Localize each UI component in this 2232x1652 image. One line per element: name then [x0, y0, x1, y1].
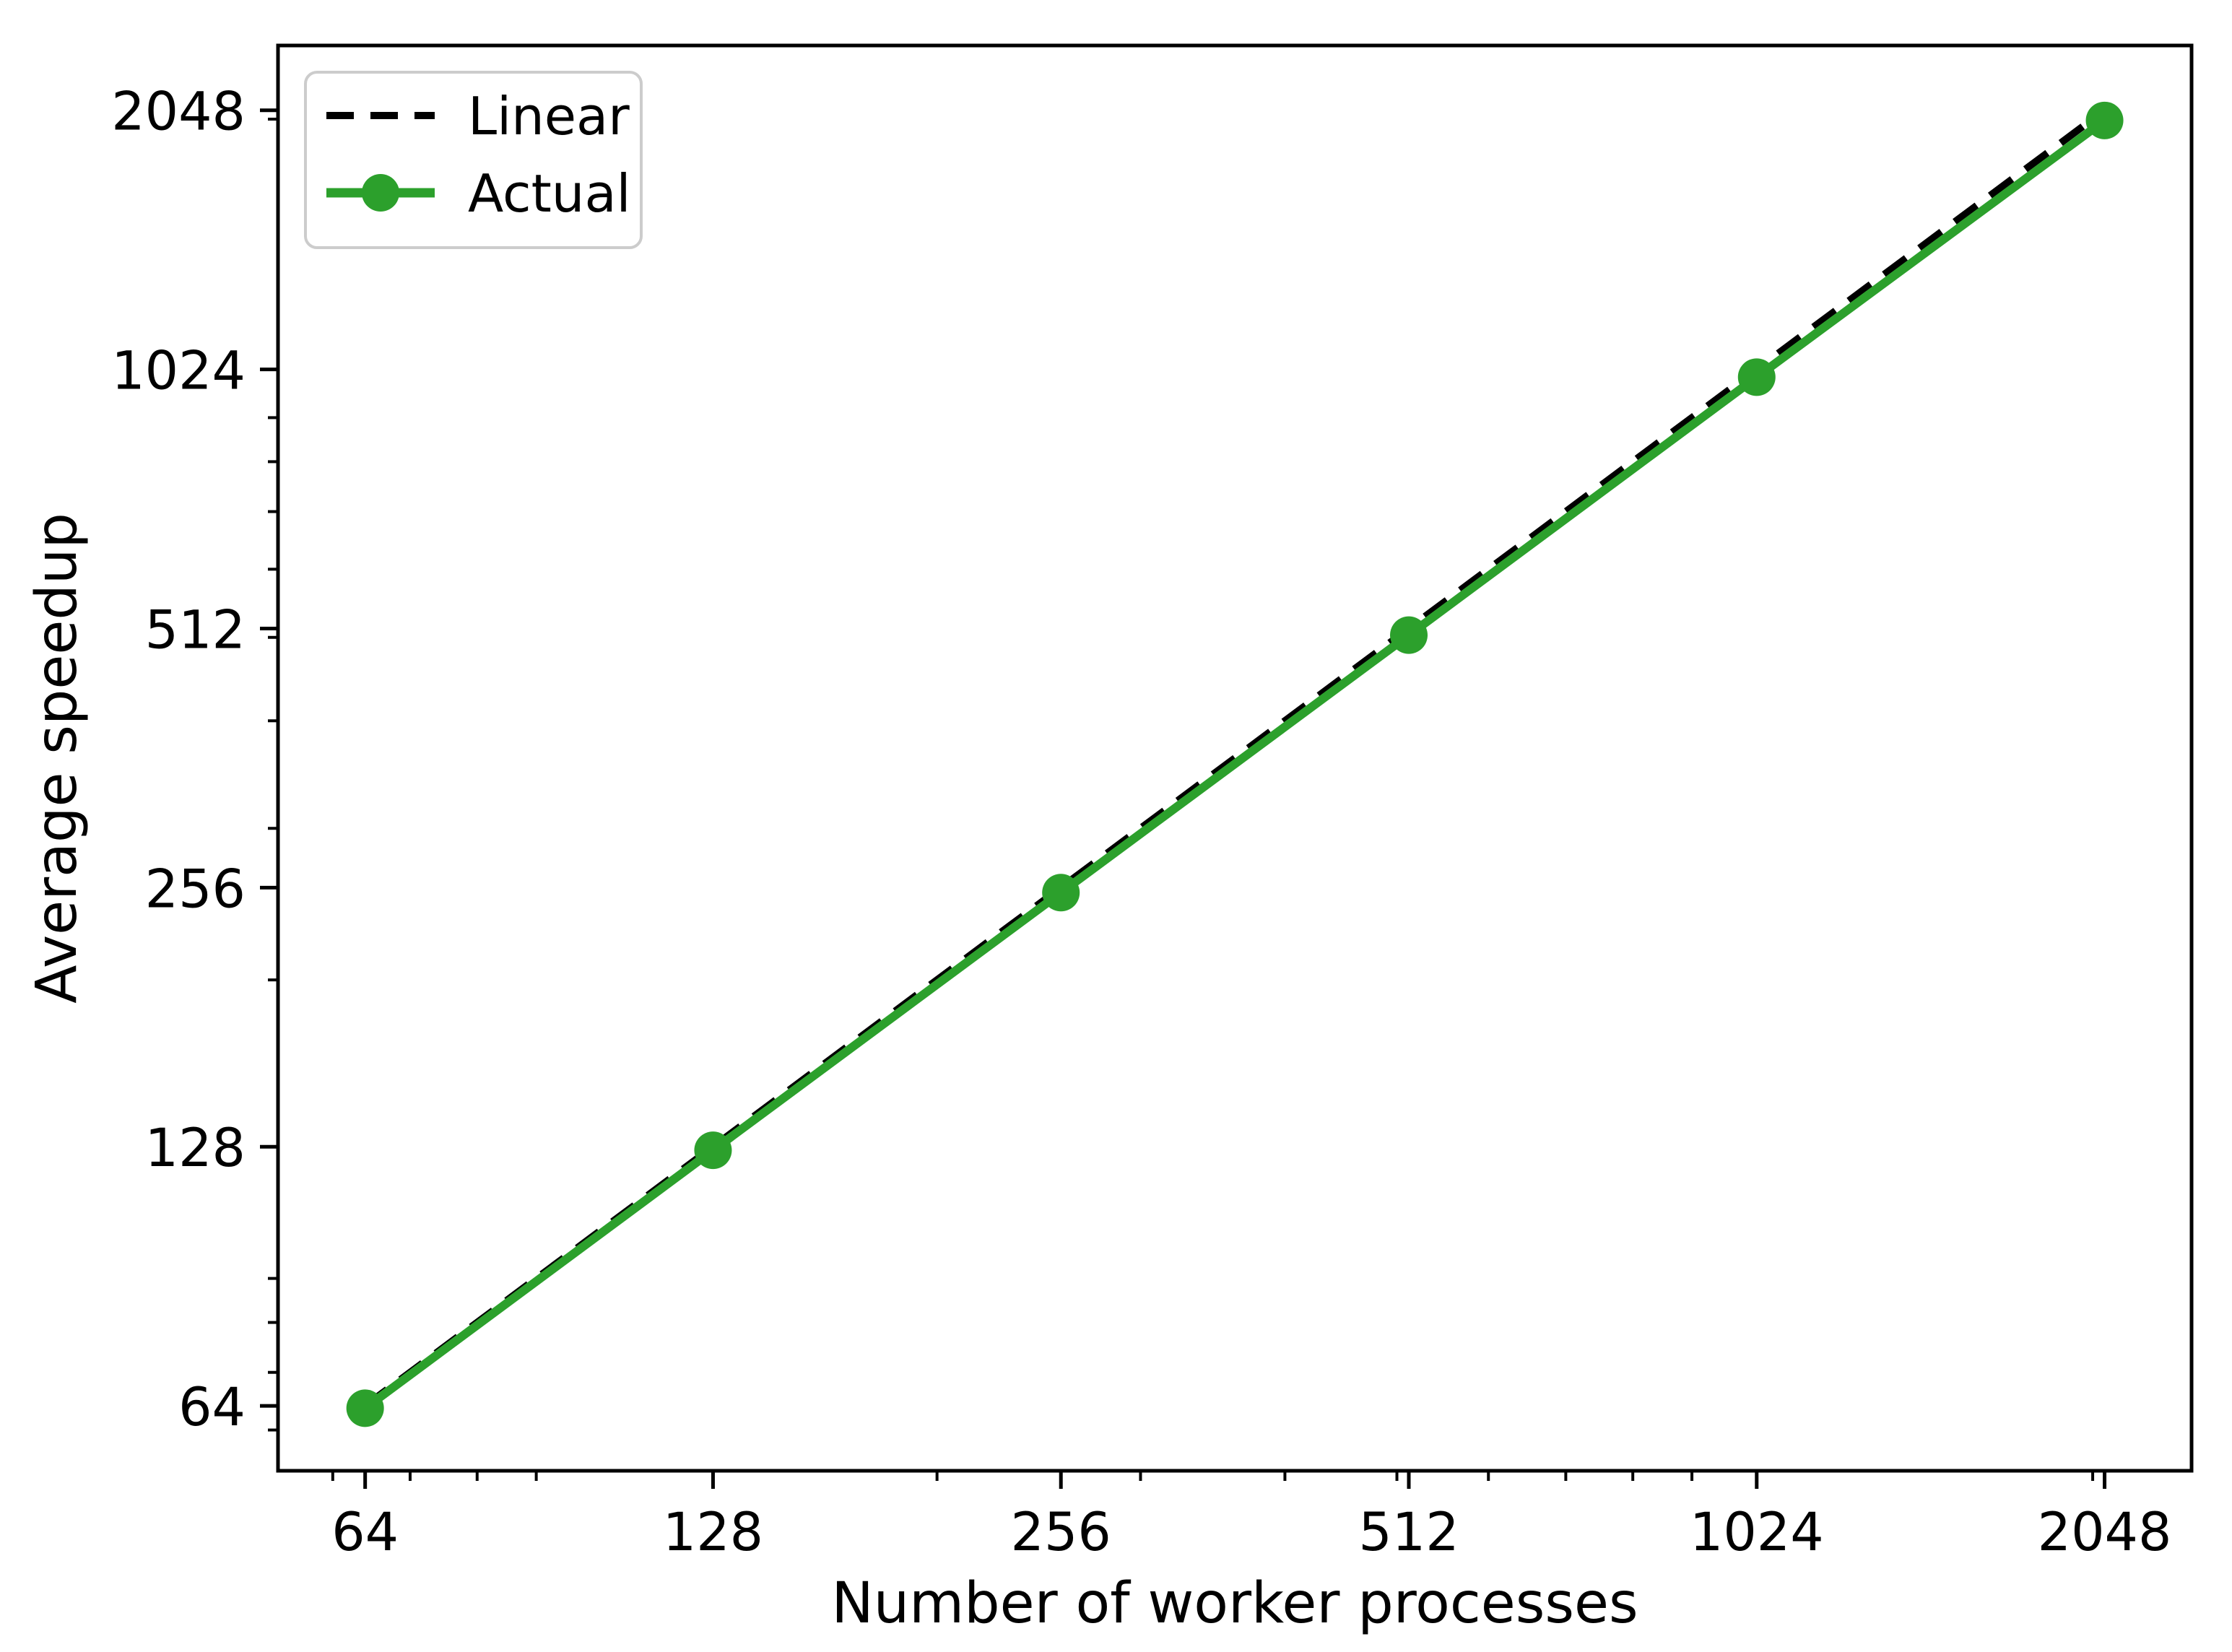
x-tick-label: 1024	[1690, 1502, 1824, 1563]
actual-data-point	[1042, 874, 1080, 912]
legend-item-actual: Actual	[326, 163, 631, 224]
y-tick-label: 2048	[111, 82, 246, 143]
actual-data-point	[1737, 358, 1776, 396]
y-tick-label: 256	[145, 858, 246, 920]
plot-frame	[276, 43, 2194, 1473]
x-tick-label: 128	[663, 1502, 763, 1563]
x-tick-label: 512	[1358, 1502, 1459, 1563]
y-axis-title: Average speedup	[25, 513, 90, 1004]
legend: Linear Actual	[304, 71, 643, 249]
actual-data-point	[1390, 616, 1428, 654]
legend-item-linear: Linear	[326, 86, 630, 147]
legend-label: Linear	[468, 86, 630, 147]
y-tick-label: 512	[145, 599, 246, 661]
y-tick-label: 1024	[111, 341, 246, 402]
actual-series-line	[362, 116, 2108, 1412]
actual-data-point	[346, 1389, 384, 1427]
x-tick-label: 2048	[2038, 1502, 2172, 1563]
legend-label: Actual	[468, 163, 631, 224]
legend-sample-marker	[362, 174, 399, 212]
actual-data-point	[694, 1131, 732, 1170]
x-axis-title: Number of worker processes	[831, 1571, 1638, 1636]
y-tick-label: 64	[178, 1377, 246, 1438]
x-tick-label: 256	[1011, 1502, 1111, 1563]
x-tick-label: 64	[331, 1502, 399, 1563]
actual-data-point	[2085, 101, 2124, 139]
y-tick-label: 128	[145, 1118, 246, 1179]
